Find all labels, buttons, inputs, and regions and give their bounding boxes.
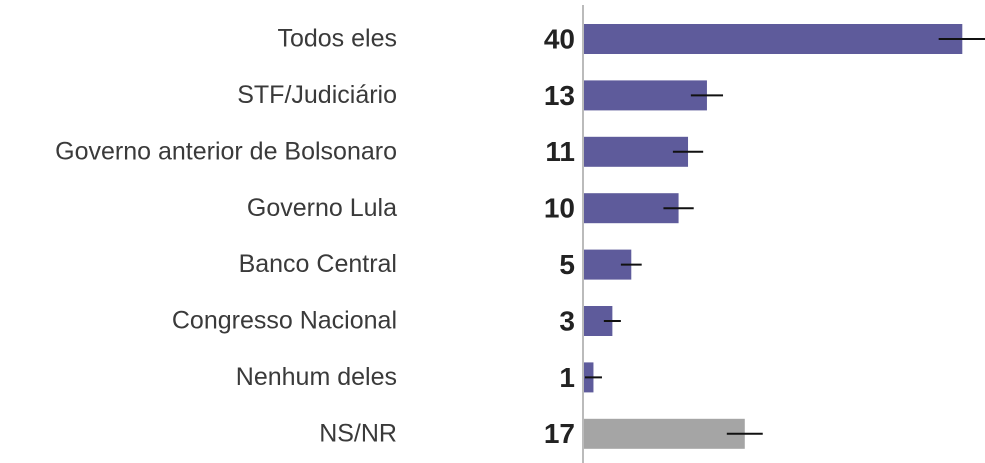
category-label: Nenhum deles xyxy=(236,363,397,391)
value-label: 11 xyxy=(545,136,575,167)
value-label: 10 xyxy=(544,193,575,224)
bar xyxy=(584,193,679,224)
category-label: Banco Central xyxy=(239,250,397,278)
category-label: NS/NR xyxy=(319,419,397,447)
category-label: STF/Judiciário xyxy=(237,81,397,109)
category-label: Congresso Nacional xyxy=(172,307,397,335)
value-label: 17 xyxy=(544,418,575,449)
value-label: 40 xyxy=(544,23,575,54)
bar xyxy=(584,136,689,167)
value-label: 3 xyxy=(559,305,575,336)
bar xyxy=(584,80,707,111)
bar xyxy=(584,418,745,449)
category-label: Todos eles xyxy=(277,25,397,53)
value-label: 13 xyxy=(544,80,575,111)
category-label: Governo anterior de Bolsonaro xyxy=(55,137,397,165)
bar xyxy=(584,24,963,54)
category-label: Governo Lula xyxy=(247,194,397,222)
value-label: 5 xyxy=(559,249,575,280)
value-label: 1 xyxy=(559,362,575,393)
